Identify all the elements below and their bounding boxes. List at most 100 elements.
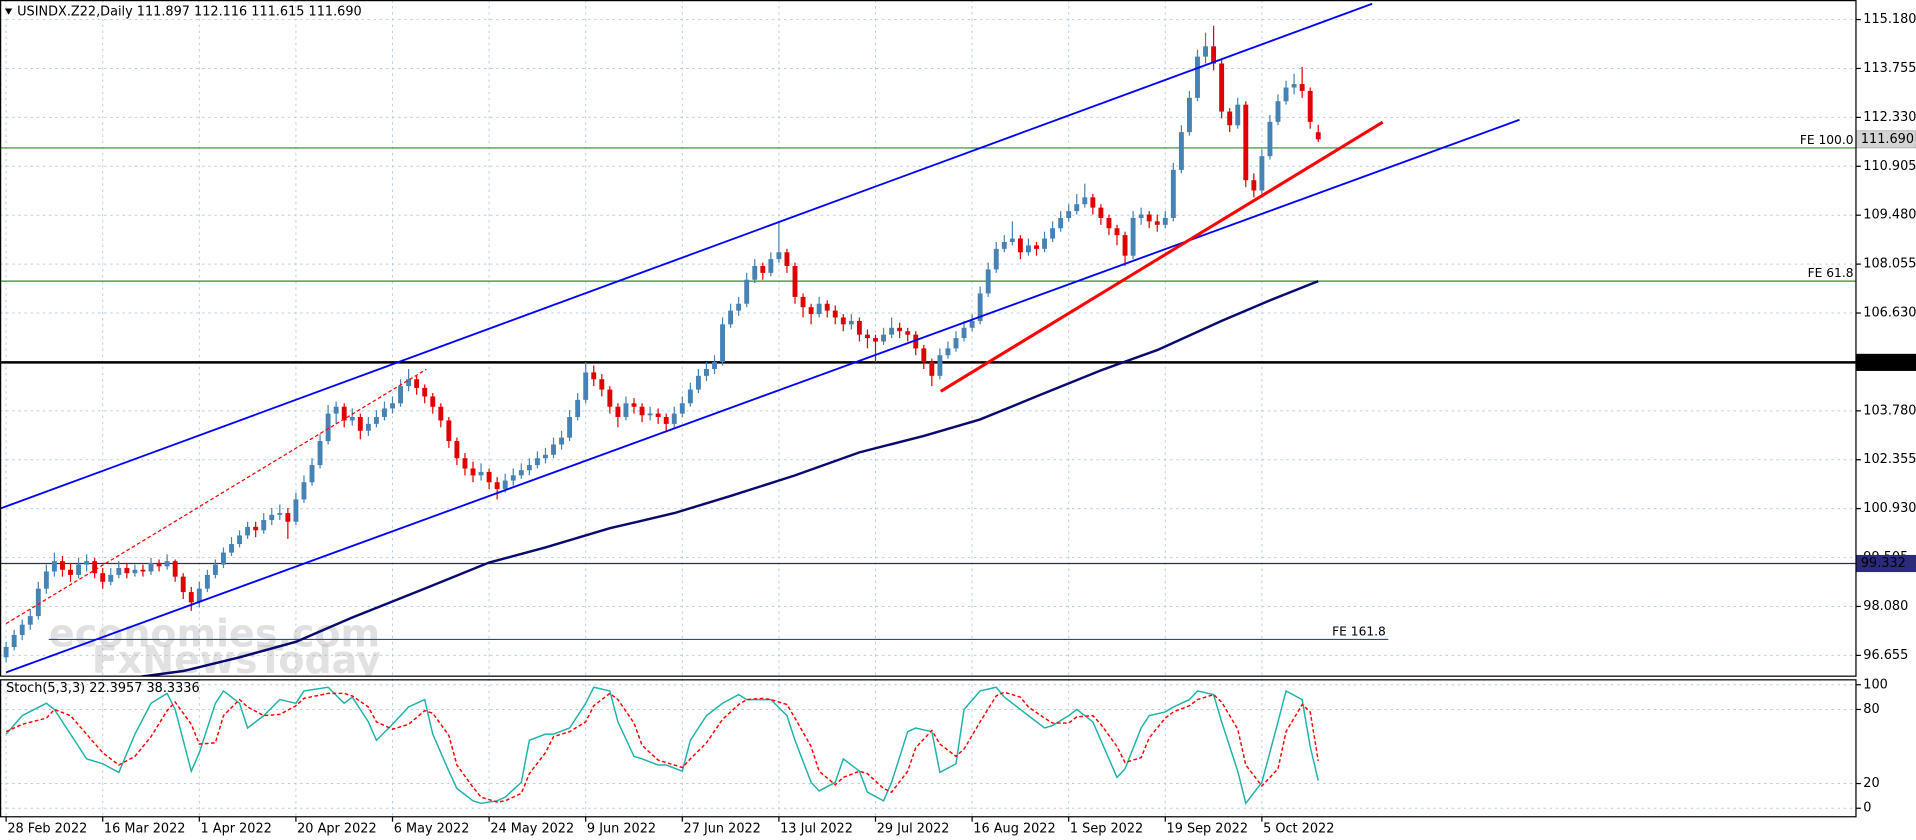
candle-body xyxy=(1138,214,1144,218)
candle-body xyxy=(784,252,790,267)
candle-body xyxy=(615,406,621,418)
candle-body xyxy=(1186,97,1192,133)
candle-body xyxy=(1122,235,1128,256)
candle-body xyxy=(406,379,412,387)
candle-body xyxy=(1283,87,1289,102)
x-tick-label: 28 Feb 2022 xyxy=(7,822,87,837)
candle-body xyxy=(873,338,878,342)
candle-body xyxy=(438,406,444,421)
candle-body xyxy=(373,417,379,424)
y-tick-label: 20 xyxy=(1863,776,1879,791)
y-tick-label: 100 xyxy=(1863,677,1888,692)
candle-body xyxy=(776,252,782,260)
candle-body xyxy=(390,403,395,409)
candle-body xyxy=(1307,90,1313,122)
menu-triangle[interactable] xyxy=(4,8,13,15)
candle-body xyxy=(148,562,154,572)
candle-body xyxy=(35,588,41,617)
candle-body xyxy=(639,406,645,416)
candle-body xyxy=(969,320,975,328)
candle-body xyxy=(704,368,709,376)
x-tick-label: 16 Mar 2022 xyxy=(104,822,186,837)
candle-body xyxy=(623,403,629,418)
candle-body xyxy=(977,293,983,321)
candle-body xyxy=(1219,63,1225,112)
candle-body xyxy=(816,303,822,315)
candle-body xyxy=(728,310,734,325)
y-tick-label: 0 xyxy=(1863,801,1871,816)
y-tick-label: 112.330 xyxy=(1863,110,1916,125)
x-tick-label: 9 Jun 2022 xyxy=(587,822,656,837)
candle-body xyxy=(196,588,202,603)
candle-body xyxy=(1017,238,1023,253)
candle-body xyxy=(446,420,452,442)
price-box xyxy=(1855,353,1916,371)
candle-body xyxy=(832,310,838,318)
candle-body xyxy=(1203,46,1208,57)
candle-body xyxy=(277,513,283,515)
candle-body xyxy=(687,389,693,404)
candle-body xyxy=(494,482,500,490)
axis-layer: 96.65598.08099.505100.930102.355103.7801… xyxy=(5,12,1916,837)
candle-body xyxy=(108,574,114,582)
candle-body xyxy=(156,562,162,567)
candle-body xyxy=(671,413,677,424)
candle-body xyxy=(253,526,259,531)
candle-body xyxy=(382,408,387,418)
y-tick-label: 80 xyxy=(1863,702,1879,717)
y-tick-label: 109.480 xyxy=(1863,208,1916,223)
candle-body xyxy=(317,441,323,466)
candle-body xyxy=(43,571,49,589)
candle-body xyxy=(1170,169,1176,218)
candle-body xyxy=(430,396,436,407)
candle-body xyxy=(1058,217,1064,229)
candle-body xyxy=(3,646,9,658)
candle-body xyxy=(1291,84,1297,88)
candle-body xyxy=(1114,228,1120,236)
candle-body xyxy=(993,248,999,270)
candle-body xyxy=(1315,132,1321,140)
candle-body xyxy=(140,569,146,572)
candle-body xyxy=(720,324,726,363)
watermark: economies.com xyxy=(49,611,380,655)
candle-body xyxy=(1106,217,1112,229)
candle-body xyxy=(301,482,307,500)
candle-body xyxy=(953,338,959,349)
x-tick-label: 1 Apr 2022 xyxy=(201,822,272,837)
main-frame xyxy=(0,0,1857,677)
candle-body xyxy=(1050,228,1056,239)
candle-body xyxy=(261,519,267,531)
candle-body xyxy=(502,480,508,490)
candle-body xyxy=(768,259,774,273)
candle-body xyxy=(1267,121,1273,157)
candle-body xyxy=(937,355,943,376)
candle-body xyxy=(744,279,750,304)
candle-body xyxy=(414,379,420,388)
candle-body xyxy=(19,624,25,635)
x-tick-label: 27 Jun 2022 xyxy=(684,822,761,837)
candle-body xyxy=(1154,221,1160,225)
price-box-label: 105.192 xyxy=(1861,355,1914,370)
y-tick-label: 113.755 xyxy=(1863,61,1916,76)
candle-body xyxy=(1090,197,1096,208)
candle-body xyxy=(132,569,138,574)
chart-header: USINDX.Z22,Daily 111.897 112.116 111.615… xyxy=(17,5,362,20)
candle-body xyxy=(341,406,347,421)
candle-body xyxy=(1034,245,1039,249)
candle-body xyxy=(599,379,605,390)
moving-average xyxy=(135,279,1319,677)
candle-body xyxy=(293,499,299,522)
candle-body xyxy=(760,266,766,273)
y-tick-label: 110.905 xyxy=(1863,159,1916,174)
candle-body xyxy=(534,458,540,466)
candle-body xyxy=(575,399,581,418)
y-tick-label: 98.080 xyxy=(1863,599,1908,614)
candle-body xyxy=(551,444,556,455)
candle-body xyxy=(792,266,798,297)
level-label: FE 100.0 xyxy=(1800,133,1854,147)
y-tick-label: 108.055 xyxy=(1863,257,1916,272)
candle-body xyxy=(92,561,98,574)
